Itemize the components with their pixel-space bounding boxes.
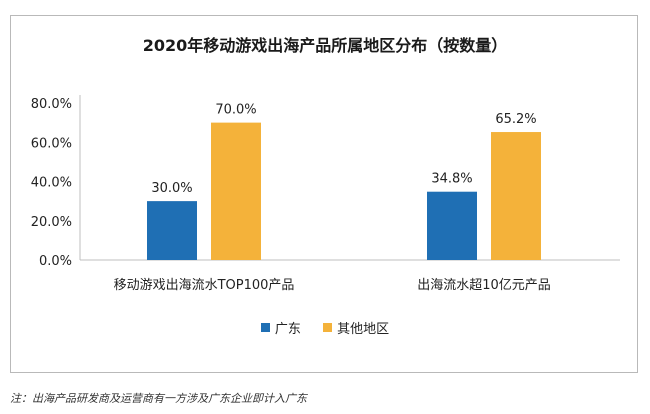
chart-legend: 广东 其他地区	[0, 318, 650, 337]
data-label-guangdong-1: 34.8%	[431, 172, 472, 187]
bar-chart: 0.0% 20.0% 40.0% 60.0% 80.0% 移动游戏出海流水TOP100产…	[31, 95, 620, 293]
footnote: 注：出海产品研发商及运营商有一方涉及广东企业即计入广东	[10, 392, 307, 405]
data-label-guangdong-0: 30.0%	[151, 181, 192, 196]
legend-label-other-regions: 其他地区	[337, 322, 390, 337]
y-tick-label-1: 20.0%	[31, 215, 72, 230]
y-tick-label-4: 80.0%	[31, 97, 72, 112]
legend-item-other-regions: 其他地区	[323, 318, 389, 337]
bar-other-regions-0	[211, 122, 261, 260]
data-label-other-regions-1: 65.2%	[495, 112, 536, 127]
chart-labels: 移动游戏出海流水TOP100产品 30.0% 70.0% 出海流水超10亿元产品 34.…	[114, 103, 551, 293]
y-tick-label-0: 0.0%	[39, 254, 72, 269]
legend-swatch-guangdong	[260, 323, 270, 332]
y-tick-label-2: 40.0%	[31, 176, 72, 191]
chart-axes: 0.0% 20.0% 40.0% 60.0% 80.0%	[31, 95, 620, 269]
chart-title: 2020年移动游戏出海产品所属地区分布（按数量）	[142, 36, 508, 55]
legend-swatch-other-regions	[323, 323, 333, 332]
bar-guangdong-1	[427, 191, 477, 260]
bar-guangdong-0	[147, 201, 197, 260]
data-label-other-regions-0: 70.0%	[215, 103, 256, 118]
legend-label-guangdong: 广东	[274, 322, 301, 337]
x-category-label-0: 移动游戏出海流水TOP100产品	[114, 278, 295, 293]
legend-item-guangdong: 广东	[260, 318, 301, 337]
bar-other-regions-1	[491, 132, 541, 260]
x-category-label-1: 出海流水超10亿元产品	[417, 278, 551, 293]
chart-bars	[147, 122, 541, 260]
y-tick-label-3: 60.0%	[31, 136, 72, 151]
